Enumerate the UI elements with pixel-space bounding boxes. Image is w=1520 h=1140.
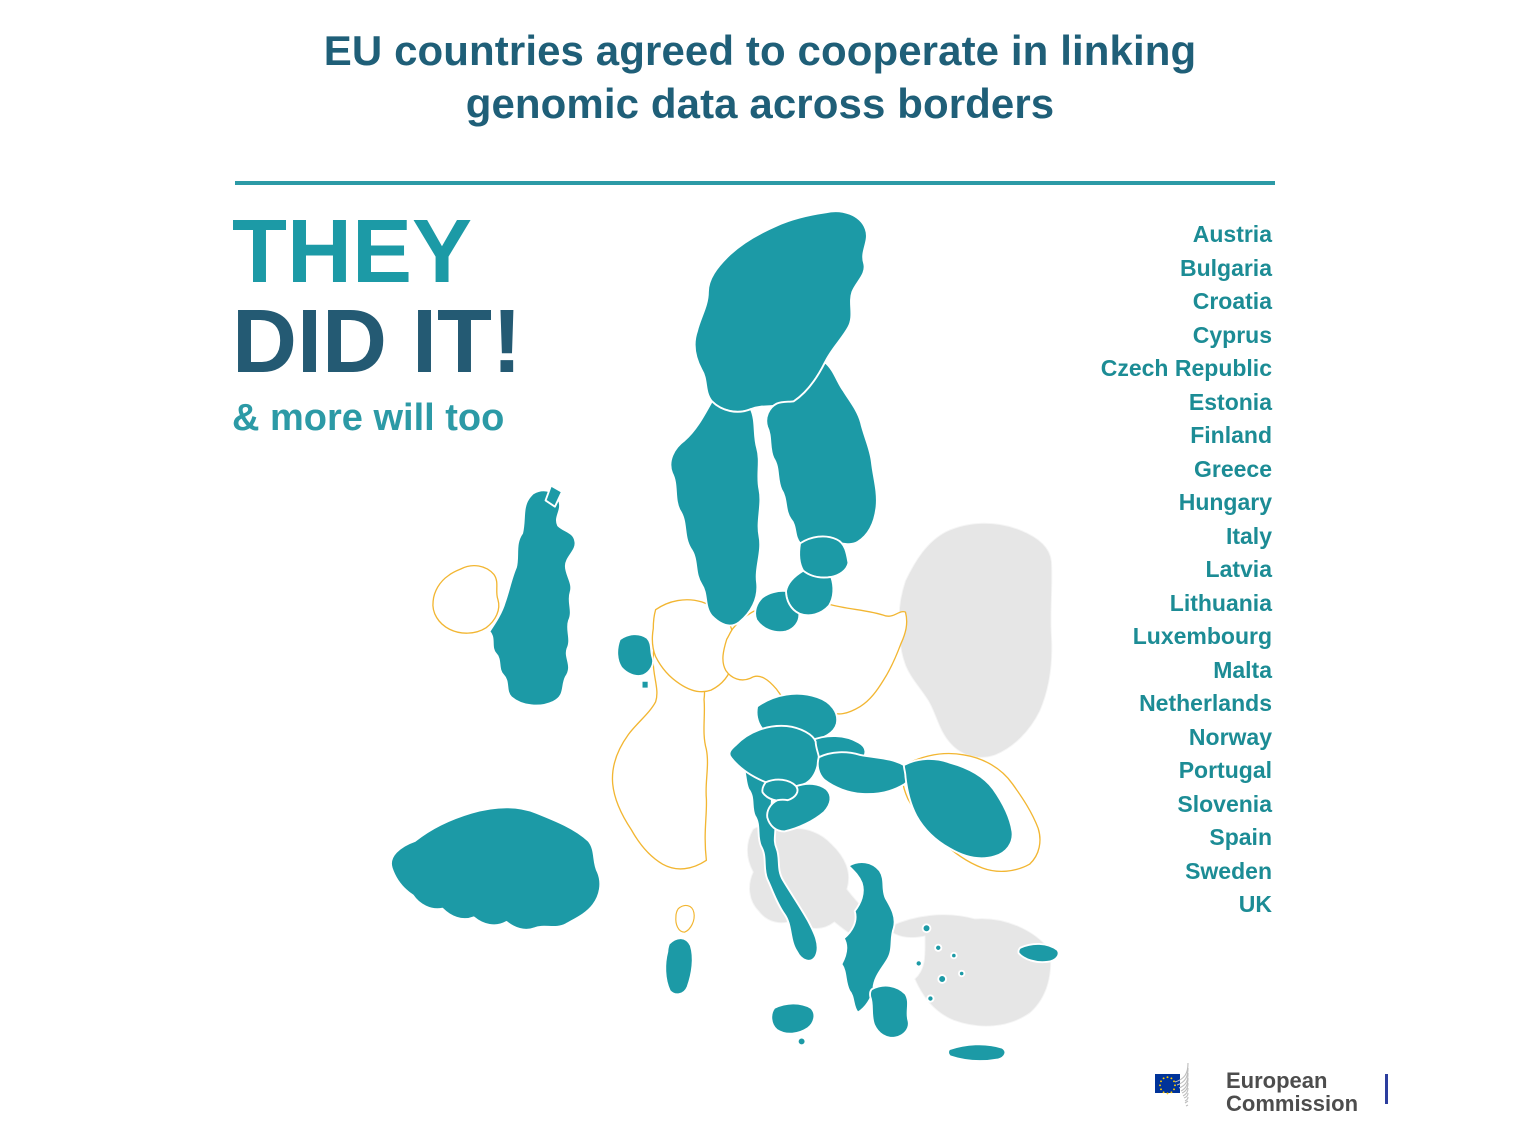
svg-text:European: European: [1226, 1068, 1327, 1093]
svg-text:Commission: Commission: [1226, 1091, 1358, 1116]
